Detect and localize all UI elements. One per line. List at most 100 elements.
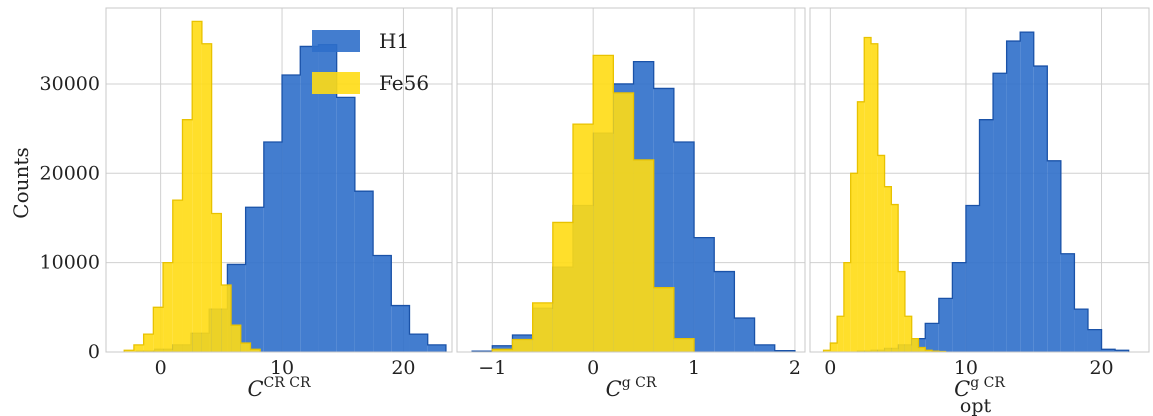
histogram-bar <box>532 302 553 352</box>
histogram-bar <box>1087 329 1102 352</box>
histogram-bar <box>391 305 410 352</box>
histogram-bar <box>891 204 899 352</box>
histogram-bar <box>172 200 183 352</box>
axes-frame <box>105 7 453 353</box>
histogram-outline <box>822 36 947 353</box>
histogram-bar <box>1074 309 1088 352</box>
histogram-bar <box>857 101 865 353</box>
histogram-bar <box>754 344 775 352</box>
histogram-bar <box>211 213 222 352</box>
series-fe56 <box>491 54 695 353</box>
histogram-bar <box>864 37 872 352</box>
histogram-bar <box>250 349 261 352</box>
histogram-outline <box>491 54 695 352</box>
x-axis-label-subscript: opt <box>960 395 992 416</box>
histogram-bar <box>871 43 878 352</box>
histogram-bar <box>427 344 446 352</box>
histogram-bar <box>774 350 795 352</box>
histogram-bar <box>823 350 831 352</box>
series-fe56 <box>822 36 947 353</box>
y-tick-label: 10000 <box>40 252 100 274</box>
x-tick-label: 1 <box>688 357 700 379</box>
histogram-bar <box>904 316 912 352</box>
histogram-bar <box>231 325 241 352</box>
histogram-bar <box>918 347 926 352</box>
legend-swatch-fe56 <box>312 72 360 94</box>
histogram-bar <box>182 119 193 352</box>
x-tick-label: 0 <box>155 357 167 379</box>
panel-c-g-cr: −1 0 1 2 Cg CR <box>456 7 806 401</box>
histogram-bar <box>653 88 674 352</box>
x-tick-label: 10 <box>954 357 978 379</box>
histogram-bar <box>192 21 202 353</box>
histogram-outline <box>471 60 796 352</box>
x-axis-label: CCR CR <box>247 375 310 401</box>
histogram-bar <box>884 186 892 352</box>
histogram-bar <box>163 262 173 352</box>
histogram-bar <box>843 262 851 352</box>
histogram-bar <box>240 343 251 352</box>
series-fe56 <box>123 20 261 353</box>
histogram-bar <box>1101 349 1116 352</box>
histogram-bar <box>911 338 919 352</box>
x-tick-label: 0 <box>824 357 836 379</box>
histogram-bar <box>965 205 980 352</box>
panel-c-cr-cr: 0 10 20 0 10000 20000 30000 CCR CR <box>40 7 453 401</box>
histogram-bar <box>1006 41 1021 352</box>
x-tick-label: 2 <box>789 357 801 379</box>
histogram-bar <box>124 350 134 352</box>
histogram-bar <box>1047 160 1061 352</box>
histogram-bar <box>318 44 337 353</box>
histogram-bar <box>877 155 885 352</box>
x-tick-label: 0 <box>587 357 599 379</box>
histogram-bar <box>925 350 933 352</box>
histogram-bar <box>673 338 695 352</box>
histogram-bar <box>153 307 164 352</box>
histogram-bar <box>714 271 735 352</box>
x-axis-label: Cg CR <box>606 375 657 401</box>
histogram-bar <box>492 349 513 352</box>
axes-frame <box>456 7 806 353</box>
histogram-bar <box>633 159 654 352</box>
histogram-bar <box>925 323 939 352</box>
histogram-bar <box>143 334 154 352</box>
histogram-bar <box>263 142 283 352</box>
x-axis-label: Cg CR <box>954 375 1005 401</box>
histogram-bar <box>409 334 428 352</box>
histogram-bar <box>979 119 994 352</box>
histogram-bar <box>300 46 319 353</box>
histogram-bar <box>938 298 953 352</box>
histogram-bar <box>673 142 695 352</box>
histogram-bar <box>694 237 715 352</box>
y-tick-label: 20000 <box>40 162 100 184</box>
histogram-bar <box>201 43 212 352</box>
series-h1 <box>856 31 1130 353</box>
histogram-bar <box>898 271 905 352</box>
histogram-bar <box>354 191 374 352</box>
x-tick-label: 10 <box>270 357 294 379</box>
histogram-bar <box>1115 350 1129 352</box>
histogram-bar <box>830 343 838 352</box>
histogram-bar <box>336 97 355 352</box>
histogram-bar <box>552 222 573 352</box>
histogram-bar <box>133 344 144 352</box>
histogram-outline <box>123 20 261 352</box>
histogram-bar <box>734 318 755 352</box>
histogram-bar <box>837 316 844 352</box>
legend-label-fe56: Fe56 <box>379 71 429 95</box>
y-axis-label: Counts <box>9 147 33 218</box>
legend-label-h1: H1 <box>379 29 409 53</box>
y-tick-label: 0 <box>88 341 100 363</box>
histogram-bar <box>282 75 301 352</box>
histogram-bar <box>613 92 634 352</box>
x-tick-label: 20 <box>391 357 415 379</box>
legend-swatch-h1 <box>312 30 360 52</box>
histogram-bar <box>1033 66 1048 353</box>
histogram-bar <box>952 262 966 352</box>
histogram-bar <box>221 284 232 352</box>
y-tick-label: 30000 <box>40 73 100 95</box>
histogram-bar <box>993 73 1007 352</box>
histogram-bar <box>593 55 614 353</box>
histogram-bar <box>653 287 674 352</box>
